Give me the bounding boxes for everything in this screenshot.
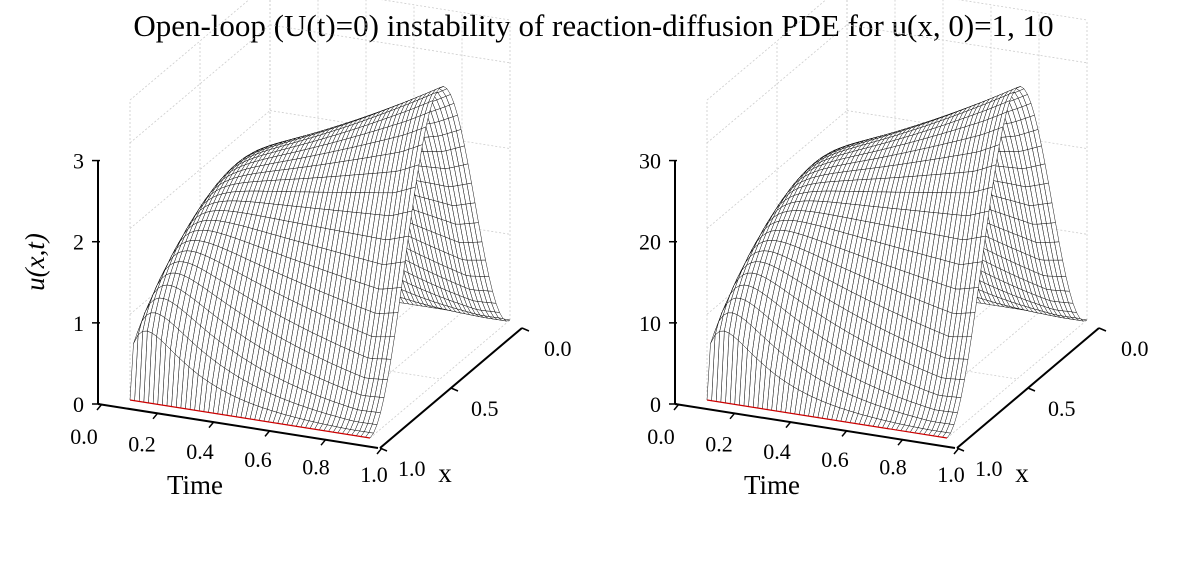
x-axis-label: x — [438, 458, 452, 488]
time-tick-label: 0.4 — [186, 439, 214, 464]
z-tick-label: 10 — [639, 311, 661, 336]
grid-line — [898, 312, 1040, 431]
time-tick-label: 0.8 — [879, 454, 907, 479]
time-axis-label: Time — [167, 470, 223, 500]
time-tick-label: 0.0 — [70, 424, 98, 449]
x-tick-label: 0.0 — [1121, 336, 1149, 361]
x-tick-label: 0.5 — [471, 396, 499, 421]
x-tick — [379, 447, 388, 452]
x-tick — [521, 327, 530, 332]
time-tick — [841, 429, 848, 437]
grid-line — [129, 0, 250, 101]
time-tick — [729, 412, 736, 420]
grid-line — [129, 24, 271, 144]
time-tick — [785, 421, 792, 429]
surface-mesh — [129, 86, 511, 439]
time-tick — [152, 412, 159, 420]
x-tick-label: 0.5 — [1048, 396, 1076, 421]
surface-mesh — [706, 86, 1088, 439]
time-axis-label: Time — [744, 470, 800, 500]
x-axis-label: x — [1015, 458, 1029, 488]
z-tick-label: 0 — [73, 392, 84, 417]
x-tick-label: 1.0 — [975, 456, 1003, 481]
time-tick — [320, 438, 327, 446]
chart-title: Open-loop (U(t)=0) instability of reacti… — [133, 8, 1054, 43]
x-tick — [1098, 327, 1107, 332]
time-tick-label: 1.0 — [937, 462, 965, 487]
boundary-line — [129, 399, 371, 439]
time-tick-label: 0.4 — [763, 439, 791, 464]
time-tick-label: 1.0 — [360, 462, 388, 487]
grid-line — [706, 0, 827, 101]
grid-line — [129, 110, 271, 229]
surface-plot-left: 0 1 2 3 u(x,t) 0.0 0.2 0.4 0.6 0.8 1.0 Time 0.0 0.5 1.… — [20, 0, 572, 500]
grid-line — [946, 319, 1088, 439]
time-tick-label: 0.2 — [128, 432, 156, 457]
time-tick — [673, 403, 680, 411]
time-tick — [897, 438, 904, 446]
grid-line — [321, 312, 463, 431]
time-tick — [208, 421, 215, 429]
time-tick-label: 0.6 — [821, 447, 849, 472]
grid-line — [369, 319, 511, 439]
time-tick-label: 0.2 — [705, 432, 733, 457]
grid-line — [706, 110, 848, 229]
grid-line — [269, 24, 511, 64]
grid-line — [958, 0, 1088, 21]
z-tick-label: 30 — [639, 149, 661, 174]
x-tick — [1027, 387, 1036, 392]
z-tick-label: 0 — [650, 392, 661, 417]
z-axis-label: u(x,t) — [20, 233, 50, 291]
time-tick-label: 0.8 — [302, 454, 330, 479]
z-tick-label: 20 — [639, 230, 661, 255]
x-tick-label: 0.0 — [544, 336, 572, 361]
x-tick — [956, 447, 965, 452]
grid-line — [706, 24, 848, 144]
surface-plot-right: 0 10 20 30 0.0 0.2 0.4 0.6 0.8 1.0 Time 0.0 0.5 1.0 x — [639, 0, 1149, 500]
time-axis — [97, 403, 379, 449]
z-tick-label: 3 — [73, 149, 84, 174]
x-tick-label: 1.0 — [398, 456, 426, 481]
time-axis — [674, 403, 956, 449]
grid-line — [846, 24, 1088, 64]
time-tick-label: 0.6 — [244, 447, 272, 472]
boundary-line — [706, 399, 948, 439]
z-tick-label: 2 — [73, 230, 84, 255]
z-tick-label: 1 — [73, 311, 84, 336]
time-tick — [264, 429, 271, 437]
grid-line — [381, 0, 511, 21]
time-tick — [96, 403, 103, 411]
x-tick — [450, 387, 459, 392]
time-tick-label: 0.0 — [647, 424, 675, 449]
